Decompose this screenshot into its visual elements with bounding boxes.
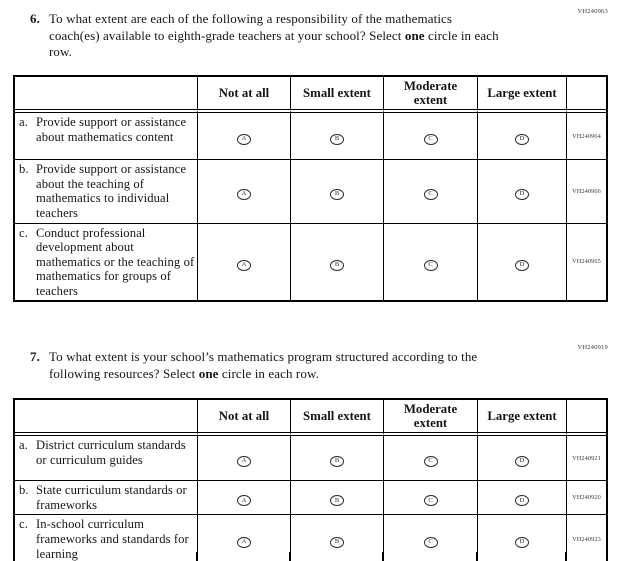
- q7-column-header-small-extent: Small extent: [290, 400, 383, 437]
- q7-row-c-answer-circle-c[interactable]: C: [423, 536, 438, 548]
- q7-row-a-answer-circle-b[interactable]: B: [330, 455, 344, 467]
- next-row-cutoff-borders: [13, 552, 608, 561]
- q6-column-header-not-at-all: Not at all: [197, 77, 290, 114]
- q6-row-c-answer-circle-d[interactable]: D: [515, 259, 529, 271]
- q6-row-c-answer-circle-c[interactable]: C: [423, 259, 438, 271]
- q7-row-c-answer-circle-a[interactable]: A: [237, 536, 251, 548]
- q6-row-c-answer-circle-b[interactable]: B: [330, 259, 344, 271]
- q6-row-b-answer-circle-d[interactable]: D: [515, 189, 529, 201]
- q7-row-b-variable-code: VH240920: [566, 480, 606, 515]
- q7-row-b-answer-circle-a[interactable]: A: [237, 495, 251, 507]
- q7-row-c: c. In-school curriculum frameworks and st…: [15, 514, 606, 561]
- variable-code-q7: VH240919: [577, 344, 608, 351]
- q6-row-b-answer-circle-c[interactable]: C: [423, 189, 438, 201]
- q6-column-header-small-extent: Small extent: [290, 77, 383, 114]
- q6-column-header-large-extent: Large extent: [477, 77, 566, 114]
- q7-header-code-empty: [566, 400, 606, 437]
- q6-row-a-answer-circle-c[interactable]: C: [423, 133, 438, 145]
- question-6-text: To what extent are each of the following…: [49, 11, 570, 61]
- q6-row-b-answer-circle-b[interactable]: B: [330, 189, 344, 201]
- q7-row-b: b. State curriculum standards or framewor…: [15, 480, 606, 515]
- q6-row-c-variable-code: VH240965: [566, 222, 606, 301]
- question-6: 6. To what extent are each of the follow…: [30, 11, 570, 61]
- question-6-line1: To what extent are each of the following…: [49, 11, 453, 26]
- q7-row-b-answer-circle-b[interactable]: B: [330, 495, 344, 507]
- question-7: 7. To what extent is your school’s mathe…: [30, 349, 570, 382]
- q6-row-c-label: c. Conduct professional development about…: [15, 222, 197, 301]
- question-6-response-grid: Not at all Small extent Moderate extent …: [13, 75, 608, 303]
- q7-row-a: a. District curriculum standards or curri…: [15, 436, 606, 481]
- q7-row-b-answer-circle-d[interactable]: D: [515, 495, 529, 507]
- variable-code-q6: VH240963: [577, 8, 608, 15]
- q7-row-b-label: b. State curriculum standards or framewor…: [15, 480, 197, 514]
- q7-header-row: Not at all Small extent Moderate extent …: [15, 400, 606, 437]
- question-7-response-grid: Not at all Small extent Moderate extent …: [13, 398, 608, 561]
- q6-row-b-variable-code: VH240966: [566, 159, 606, 223]
- q6-row-b-answer-circle-a[interactable]: A: [237, 189, 251, 201]
- question-6-line2: coach(es) available to eighth-grade teac…: [49, 27, 499, 43]
- q6-row-c: c. Conduct professional development about…: [15, 222, 606, 301]
- q7-header-empty: [15, 400, 197, 437]
- question-7-number: 7.: [30, 349, 40, 364]
- q6-row-a-answer-circle-d[interactable]: D: [515, 133, 529, 145]
- q7-row-b-answer-circle-c[interactable]: C: [423, 495, 438, 507]
- q6-row-a: a. Provide support or assistance about ma…: [15, 113, 606, 160]
- question-6-number: 6.: [30, 11, 40, 26]
- q7-row-a-label: a. District curriculum standards or curri…: [19, 438, 186, 467]
- q6-header-row: Not at all Small extent Moderate extent …: [15, 77, 606, 114]
- q6-row-a-answer-circle-b[interactable]: B: [330, 133, 344, 145]
- q7-column-header-not-at-all: Not at all: [197, 400, 290, 437]
- q6-row-c-answer-circle-a[interactable]: A: [237, 259, 251, 271]
- question-7-text: To what extent is your school’s mathemat…: [49, 349, 570, 382]
- question-6-line3: row.: [49, 44, 73, 60]
- question-7-line1: To what extent is your school’s mathemat…: [49, 349, 478, 364]
- q7-row-c-answer-circle-b[interactable]: B: [330, 536, 344, 548]
- q7-row-c-variable-code: VH240923: [566, 514, 606, 561]
- q7-row-a-answer-circle-a[interactable]: A: [237, 455, 251, 467]
- q6-row-a-variable-code: VH240964: [566, 113, 606, 160]
- question-7-line2: following resources? Select one circle i…: [49, 365, 319, 381]
- q7-column-header-moderate-extent: Moderate extent: [383, 400, 477, 437]
- q6-row-b: b. Provide support or assistance about th…: [15, 159, 606, 223]
- q7-row-c-label: c. In-school curriculum frameworks and st…: [15, 514, 197, 561]
- q7-row-a-variable-code: VH240921: [566, 436, 606, 481]
- q7-column-header-large-extent: Large extent: [477, 400, 566, 437]
- q6-row-b-label: b. Provide support or assistance about th…: [15, 159, 197, 222]
- q7-row-c-answer-circle-d[interactable]: D: [515, 536, 529, 548]
- q6-row-a-answer-circle-a[interactable]: A: [237, 133, 251, 145]
- q6-column-header-moderate-extent: Moderate extent: [383, 77, 477, 114]
- q7-row-a-answer-circle-d[interactable]: D: [515, 455, 529, 467]
- q6-header-empty: [15, 77, 197, 114]
- q6-header-code-empty: [566, 77, 606, 114]
- q6-row-a-label: a. Provide support or assistance about ma…: [19, 115, 187, 144]
- q7-row-a-answer-circle-c[interactable]: C: [423, 455, 438, 467]
